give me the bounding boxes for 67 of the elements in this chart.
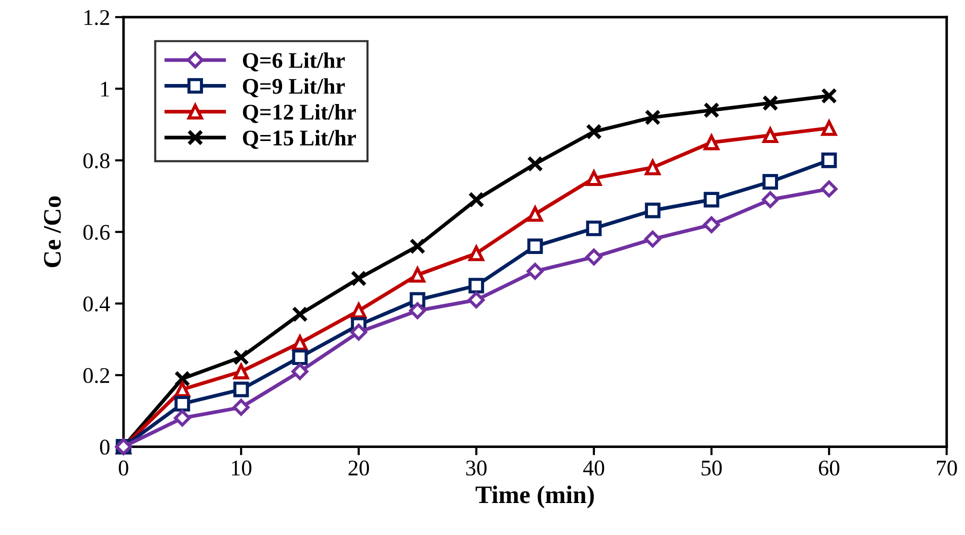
x-tick-label: 10 [232, 460, 252, 476]
y-tick-label: 0.8 [83, 153, 110, 168]
point [174, 382, 190, 398]
x-tick-label: 50 [702, 460, 722, 476]
point [292, 335, 308, 351]
x-tick-label: 40 [583, 460, 604, 476]
point [762, 127, 778, 144]
legend-label: Q=12 Lit/hr [242, 104, 356, 124]
point [527, 206, 543, 222]
y-axis-title: Ce /Co [44, 196, 61, 268]
point [703, 102, 720, 118]
point [704, 192, 720, 208]
point [586, 170, 602, 186]
y-tick-label: 1 [101, 82, 109, 96]
point [585, 248, 602, 266]
point [820, 180, 838, 198]
point [409, 302, 426, 320]
point [586, 124, 602, 140]
point [762, 191, 779, 208]
point [468, 278, 484, 294]
y-tick-label: 1.2 [84, 10, 110, 26]
point [821, 120, 837, 136]
point [821, 152, 837, 168]
point [468, 192, 484, 208]
x-tick-label: 70 [937, 460, 957, 476]
point [292, 349, 308, 366]
point [527, 238, 543, 254]
point [644, 202, 660, 218]
point [350, 270, 367, 287]
x-axis-title: Time (min) [476, 486, 594, 508]
point [586, 220, 602, 236]
x-tick-label: 60 [818, 460, 840, 476]
y-tick-label: 0.6 [83, 224, 110, 240]
point [350, 302, 366, 318]
point [468, 246, 484, 262]
point [232, 398, 250, 416]
point [644, 230, 662, 248]
point [821, 88, 838, 104]
point [233, 382, 249, 398]
legend-label: Q=6 Lit/hr [242, 52, 345, 72]
point [644, 160, 660, 176]
y-tick-label: 0.2 [83, 368, 110, 384]
point [762, 174, 778, 190]
point [350, 324, 368, 341]
x-tick-label: 30 [466, 460, 487, 476]
point [292, 306, 308, 322]
y-tick-label: 0 [100, 440, 110, 455]
point [233, 364, 249, 380]
point [527, 156, 544, 172]
x-tick-label: 20 [348, 460, 369, 476]
point [468, 292, 485, 308]
point [174, 396, 190, 412]
point [526, 262, 544, 280]
y-tick-label: 0.4 [83, 296, 110, 312]
point [762, 94, 778, 112]
point [644, 109, 661, 126]
point [410, 267, 426, 283]
point [703, 216, 720, 234]
point [174, 370, 190, 387]
point [292, 363, 308, 380]
point [233, 349, 250, 366]
legend-label: Q=15 Lit/hr [242, 130, 356, 149]
point [174, 410, 191, 426]
point [704, 134, 720, 150]
point [409, 238, 426, 254]
x-tick-label: 0 [118, 460, 128, 476]
legend-label: Q=9 Lit/hr [242, 78, 345, 98]
